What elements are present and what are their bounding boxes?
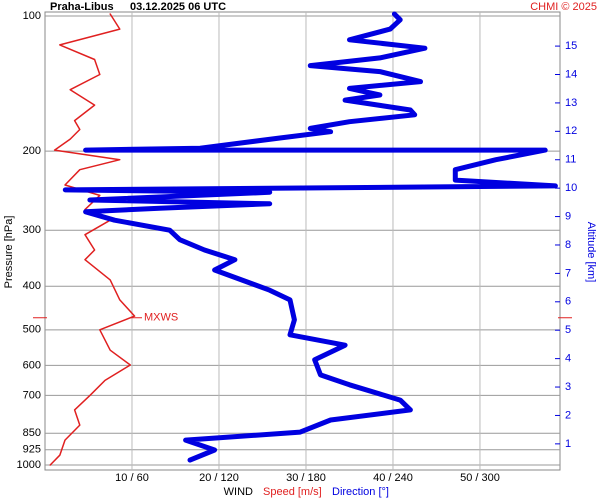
y2-tick-label: 7 [565,267,571,279]
y2-tick-label: 5 [565,324,571,336]
y2-tick-label: 9 [565,210,571,222]
y2-tick-label: 15 [565,40,577,52]
y2-tick-label: 14 [565,68,577,80]
y-axis-label: Pressure [hPa] [3,216,15,289]
profile-line [62,11,558,463]
y-tick-label: 100 [23,10,41,22]
y-tick-label: 925 [23,444,41,456]
y2-tick-label: 6 [565,296,571,308]
y2-tick-label: 12 [565,125,577,137]
y-tick-label: 300 [23,224,41,236]
y2-tick-label: 4 [565,353,571,365]
x-axis-label: WIND [224,486,253,498]
y-tick-label: 200 [23,145,41,157]
y2-axis-label: Altitude [km] [585,222,597,283]
legend-entry: Speed [m/s] [263,486,322,498]
chart-subtitle: 03.12.2025 06 UTC [130,1,226,13]
plot-frame [44,11,561,471]
y2-tick-label: 11 [565,154,576,166]
y2-tick-label: 2 [565,409,571,421]
legend-entry: Direction [°] [332,486,389,498]
x-tick-label: 20 / 120 [199,472,239,484]
y-tick-label: 1000 [17,459,41,471]
y-tick-label: 850 [23,427,41,439]
y2-tick-label: 13 [565,97,577,109]
x-tick-label: 50 / 300 [460,472,500,484]
y2-tick-label: 10 [565,182,577,194]
chart-title: Praha-Libus [50,1,114,13]
y2-tick-label: 1 [565,438,571,450]
y-tick-label: 500 [23,324,41,336]
credit: CHMI © 2025 [530,1,597,13]
y2-tick-label: 8 [565,239,571,251]
y-tick-label: 600 [23,359,41,371]
y-tick-label: 700 [23,389,41,401]
x-tick-label: 30 / 180 [286,472,326,484]
y2-tick-label: 3 [565,381,571,393]
annotation: MXWS [144,312,178,324]
y-tick-label: 400 [23,280,41,292]
x-tick-label: 10 / 60 [115,472,149,484]
x-tick-label: 40 / 240 [373,472,413,484]
